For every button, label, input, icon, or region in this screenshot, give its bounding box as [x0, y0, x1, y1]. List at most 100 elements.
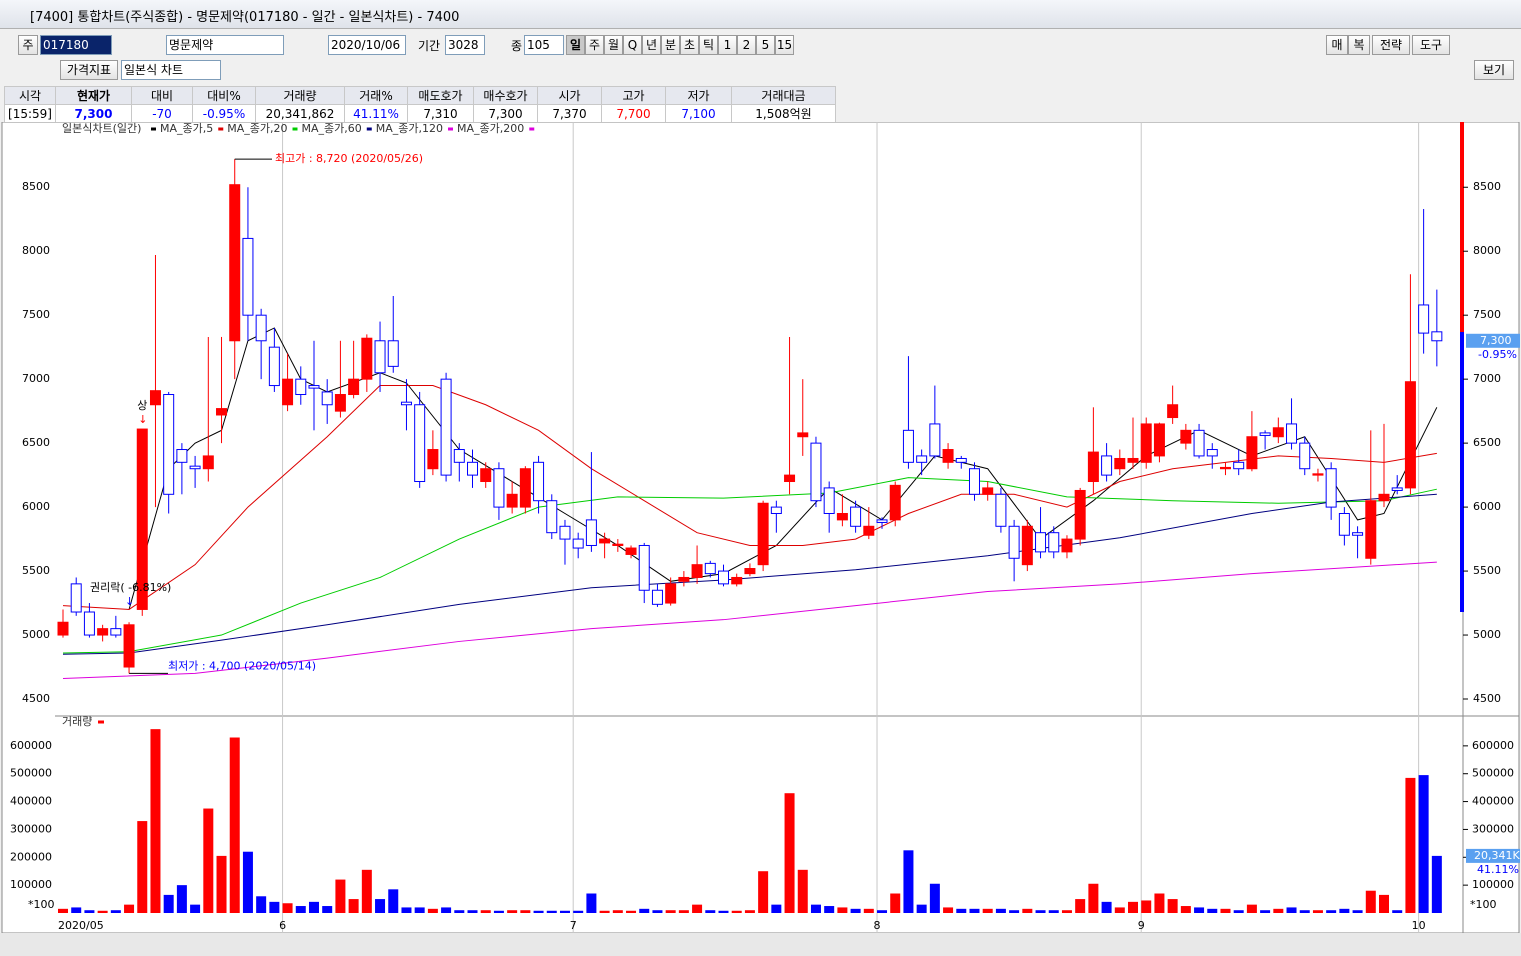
- candle-body: [519, 468, 531, 508]
- candle-body: [427, 449, 439, 470]
- legend-entry: MA_종가,120: [376, 122, 443, 135]
- volume-bar: [916, 904, 927, 913]
- rights-arrow: ↓: [125, 595, 134, 608]
- y-tick-label: 600000: [10, 739, 52, 752]
- volume-bar: [467, 910, 478, 913]
- y-tick-label-right: 4500: [1473, 692, 1501, 705]
- volume-bar: [203, 808, 214, 913]
- candle-body: [1365, 500, 1377, 559]
- candle-body: [321, 391, 333, 406]
- volume-tag-ratio: 41.11%: [1477, 863, 1519, 876]
- right-button[interactable]: 복: [1348, 35, 1370, 55]
- count-input[interactable]: 105: [524, 35, 564, 55]
- candle-body: [57, 621, 69, 636]
- y-tick-label: 100000: [10, 878, 52, 891]
- candle-body: [1431, 331, 1443, 342]
- volume-bar: [110, 910, 121, 913]
- right-button[interactable]: 매: [1326, 35, 1348, 55]
- quote-header: 시각: [4, 86, 56, 105]
- volume-bar: [1326, 910, 1337, 913]
- y-tick-label-right: 100000: [1472, 878, 1514, 891]
- y-tick-label-right: 8000: [1473, 244, 1501, 257]
- code-input[interactable]: 017180: [40, 35, 112, 55]
- candle-body: [678, 576, 690, 582]
- volume-bar: [427, 908, 438, 913]
- period-button[interactable]: 년: [642, 35, 661, 55]
- candle-body: [1391, 487, 1403, 491]
- period-button[interactable]: 틱: [699, 35, 718, 55]
- y-tick-label: 5000: [22, 628, 50, 641]
- period-button[interactable]: 15: [775, 35, 794, 55]
- candle-body: [1061, 538, 1073, 553]
- chart-style-select[interactable]: 일본식 차트: [121, 60, 221, 80]
- period-button[interactable]: 분: [661, 35, 680, 55]
- volume-bar: [586, 893, 597, 913]
- volume-bar: [810, 904, 821, 913]
- date-input[interactable]: 2020/10/06: [328, 35, 406, 55]
- volume-bar: [242, 851, 253, 913]
- y-tick-label-right: 600000: [1472, 739, 1514, 752]
- period-button[interactable]: 5: [756, 35, 775, 55]
- candle-body: [202, 455, 214, 470]
- volume-bar: [1431, 855, 1442, 913]
- limit-up-label: 상: [137, 399, 147, 412]
- view-button[interactable]: 보기: [1474, 60, 1514, 80]
- candle-body: [334, 394, 346, 412]
- period-button[interactable]: 2: [737, 35, 756, 55]
- y-tick-label-right: 6000: [1473, 500, 1501, 513]
- volume-bar: [414, 907, 425, 913]
- volume-bar: [308, 901, 319, 913]
- candle-body: [229, 184, 241, 342]
- period-button[interactable]: 일: [566, 35, 585, 55]
- quote-value: 41.11%: [344, 104, 408, 123]
- indicator-button[interactable]: 가격지표: [60, 60, 118, 80]
- volume-bar: [1220, 908, 1231, 913]
- volume-bar: [665, 910, 676, 913]
- period-button[interactable]: 초: [680, 35, 699, 55]
- y-tick-label: 6500: [22, 436, 50, 449]
- candle-body: [83, 611, 95, 636]
- y-tick-label: 8500: [22, 180, 50, 193]
- candle-body: [374, 340, 386, 374]
- candle-body: [1167, 404, 1179, 419]
- period-button[interactable]: 주: [585, 35, 604, 55]
- candle-body: [757, 502, 769, 566]
- candle-body: [97, 628, 109, 636]
- x-tick-label: 2020/05: [58, 919, 104, 932]
- quote-table: 시각 현재가 대비 대비% 거래량 거래% 매도호가 매수호가 시가 고가 저가 거래대금 [15:59…: [4, 86, 836, 123]
- candle-body: [176, 449, 188, 463]
- period-input[interactable]: 3028: [445, 35, 485, 55]
- candle-body: [1048, 532, 1060, 553]
- quote-value: 20,341,862: [255, 104, 345, 123]
- candle-body: [1193, 429, 1205, 457]
- period-button[interactable]: 월: [604, 35, 623, 55]
- volume-bar: [1260, 910, 1271, 913]
- right-button[interactable]: 도구: [1412, 35, 1450, 55]
- quote-header: 거래량: [255, 86, 345, 105]
- volume-bar: [969, 908, 980, 913]
- market-button[interactable]: 주: [18, 35, 38, 55]
- candle-body: [559, 525, 571, 540]
- volume-bar: [150, 729, 161, 913]
- candle-body: [982, 487, 994, 495]
- volume-bar: [758, 871, 769, 913]
- volume-bar: [348, 899, 359, 913]
- period-button[interactable]: Q: [623, 35, 642, 55]
- volume-bar: [361, 869, 372, 913]
- volume-bar: [982, 908, 993, 913]
- candle-body: [1233, 461, 1245, 470]
- name-input[interactable]: 명문제약: [166, 35, 284, 55]
- candle-body: [599, 538, 611, 544]
- period-button[interactable]: 1: [718, 35, 737, 55]
- volume-bar: [824, 906, 835, 913]
- rights-label: 권리락( -6.81%): [90, 581, 171, 594]
- y-tick-label: 400000: [10, 795, 52, 808]
- volume-bar: [454, 910, 465, 913]
- candle-body: [70, 583, 82, 613]
- right-button[interactable]: 전략: [1372, 35, 1410, 55]
- volume-tag-label: 20,341K: [1474, 849, 1520, 862]
- volume-bar: [929, 883, 940, 913]
- candle-body: [387, 340, 399, 367]
- candle-body: [480, 468, 492, 483]
- scrollbar[interactable]: [0, 933, 1521, 956]
